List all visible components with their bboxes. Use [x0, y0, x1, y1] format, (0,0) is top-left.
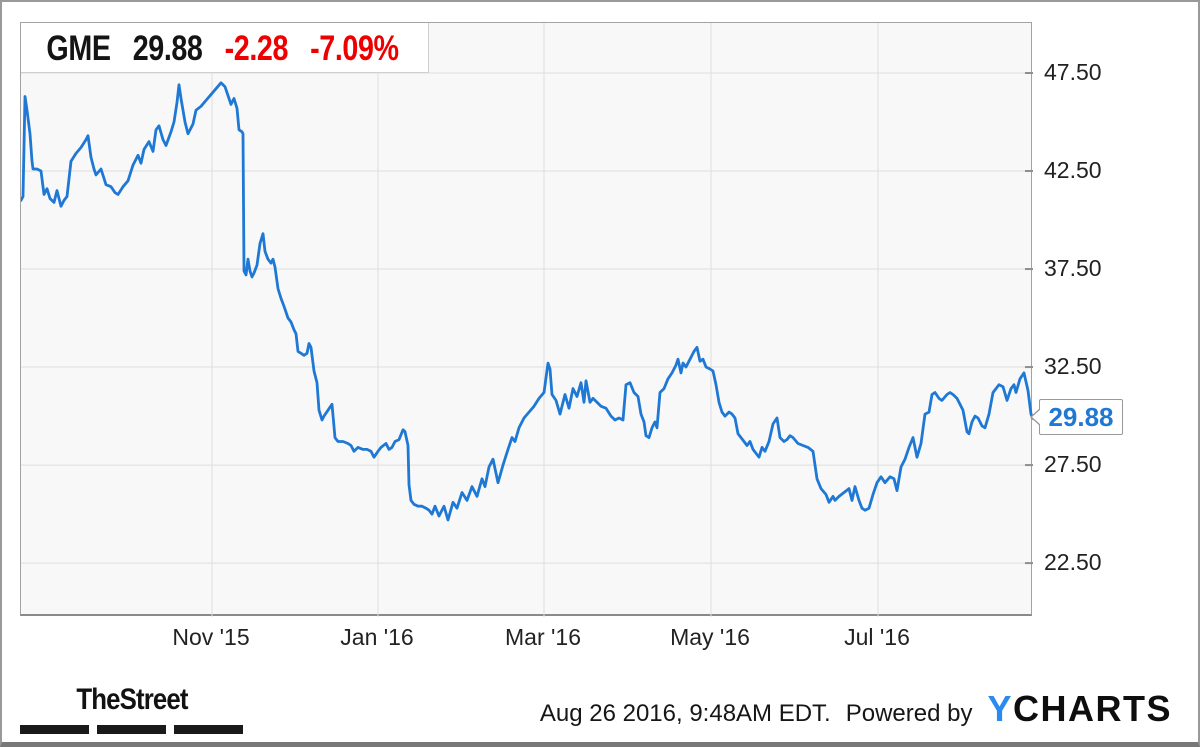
x-axis-label: May '16	[670, 624, 750, 650]
quote-header: GME 29.88 -2.28 -7.09%	[21, 23, 421, 75]
attribution-bar: Aug 26 2016, 9:48AM EDT. Powered by YCHA…	[540, 688, 1172, 730]
callout-price: 29.88	[1048, 401, 1114, 432]
logo-bar	[20, 725, 89, 734]
thestreet-logo-bars	[20, 725, 244, 734]
y-axis-label: 27.50	[1044, 451, 1102, 478]
ycharts-logo-y: Y	[987, 688, 1013, 729]
last-price-callout: 29.88	[1030, 399, 1123, 436]
thestreet-logo[interactable]: TheStreet	[20, 685, 244, 734]
x-axis-label: Jul '16	[844, 624, 910, 650]
x-axis-label: Nov '15	[172, 624, 250, 650]
y-axis-label: 22.50	[1044, 549, 1102, 576]
x-axis-label: Mar '16	[505, 624, 581, 650]
x-axis-label: Jan '16	[340, 624, 414, 650]
price-change: -2.28	[224, 29, 289, 68]
y-axis-label: 47.50	[1044, 58, 1102, 85]
thestreet-logo-text: TheStreet	[76, 683, 188, 716]
quote-header-box	[21, 23, 429, 73]
y-axis-label: 37.50	[1044, 255, 1102, 282]
ycharts-logo-rest: CHARTS	[1013, 688, 1172, 729]
logo-bar	[97, 725, 166, 734]
last-price: 29.88	[132, 29, 203, 68]
price-chart-svg	[21, 23, 1033, 617]
ycharts-logo[interactable]: YCHARTS	[987, 688, 1172, 730]
y-axis-label: 32.50	[1044, 353, 1102, 380]
price-change-percent: -7.09%	[310, 29, 399, 68]
ticker-symbol: GME	[46, 29, 111, 68]
timestamp: Aug 26 2016, 9:48AM EDT.	[539, 700, 831, 727]
logo-bar	[174, 725, 243, 734]
y-axis-label: 42.50	[1044, 157, 1102, 183]
powered-by-label: Powered by	[845, 700, 973, 727]
plot-area: GME 29.88 -2.28 -7.09%	[20, 22, 1033, 617]
